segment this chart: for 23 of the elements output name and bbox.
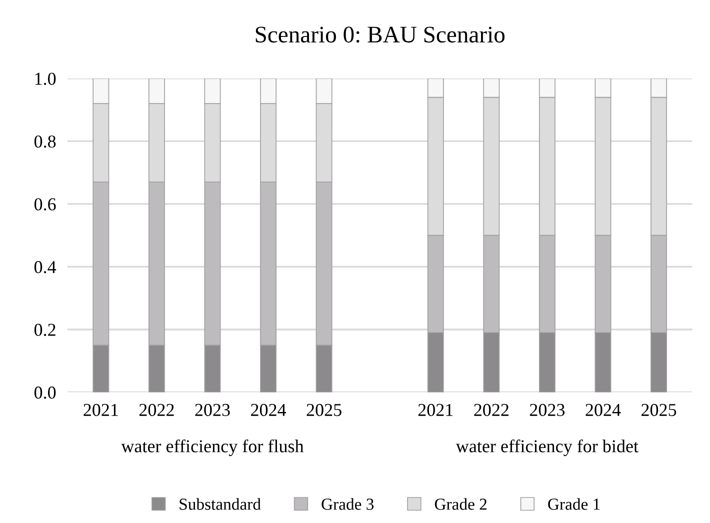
x-tick-label: 2025 <box>642 404 676 416</box>
x-tick-label: 2024 <box>251 404 286 416</box>
y-tick-label: 0.2 <box>34 324 56 336</box>
x-tick-label: 2023 <box>195 404 230 416</box>
x-tick-label: 2025 <box>306 404 342 416</box>
y-tick-label: 0.6 <box>34 198 56 210</box>
chart-title: Scenario 0: BAU Scenario <box>256 26 505 43</box>
y-tick-label: 0.8 <box>34 135 56 148</box>
x-tick-label: 2022 <box>474 404 508 416</box>
y-tick-label: 1.0 <box>35 72 56 85</box>
text: water efficiency for bidet <box>456 439 638 456</box>
text: water efficiency for flush <box>121 439 304 456</box>
legend-label: Grade 1 <box>548 498 600 510</box>
x-tick-label: 2024 <box>586 404 621 416</box>
legend-label: Grade 2 <box>434 498 487 510</box>
x-tick-label: 2022 <box>139 404 174 416</box>
x-tick-label: 2021 <box>418 404 453 416</box>
y-tick-label: 0.4 <box>34 260 56 274</box>
y-tick-label: 0.0 <box>34 386 56 399</box>
legend-label: Substandard <box>180 498 261 510</box>
legend-label: Grade 3 <box>322 498 374 510</box>
x-tick-label: 2023 <box>530 404 565 416</box>
x-tick-label: 2021 <box>84 404 118 416</box>
